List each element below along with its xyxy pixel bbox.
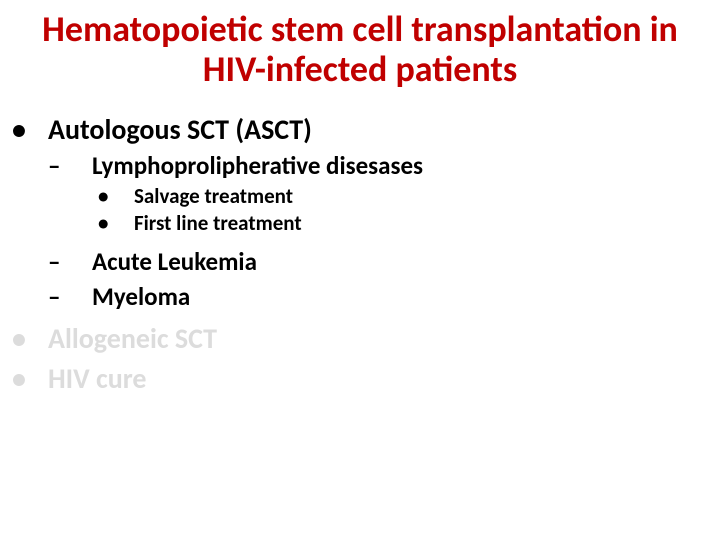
bullet-salvage-treatment: Salvage treatment bbox=[0, 184, 720, 210]
bullet-myeloma: Myeloma bbox=[0, 282, 720, 313]
bullet-allogeneic-sct: Allogeneic SCT bbox=[0, 322, 720, 356]
bullet-autologous-sct: Autologous SCT (ASCT) bbox=[0, 113, 720, 147]
slide: Hematopoietic stem cell transplantation … bbox=[0, 0, 720, 540]
slide-title: Hematopoietic stem cell transplantation … bbox=[0, 0, 720, 89]
slide-body: Autologous SCT (ASCT) Lymphoprolipherati… bbox=[0, 89, 720, 396]
bullet-acute-leukemia: Acute Leukemia bbox=[0, 247, 720, 278]
bullet-hiv-cure: HIV cure bbox=[0, 362, 720, 396]
bullet-first-line-treatment: First line treatment bbox=[0, 211, 720, 237]
bullet-lymphoproliferative: Lymphoprolipherative disesases bbox=[0, 151, 720, 182]
